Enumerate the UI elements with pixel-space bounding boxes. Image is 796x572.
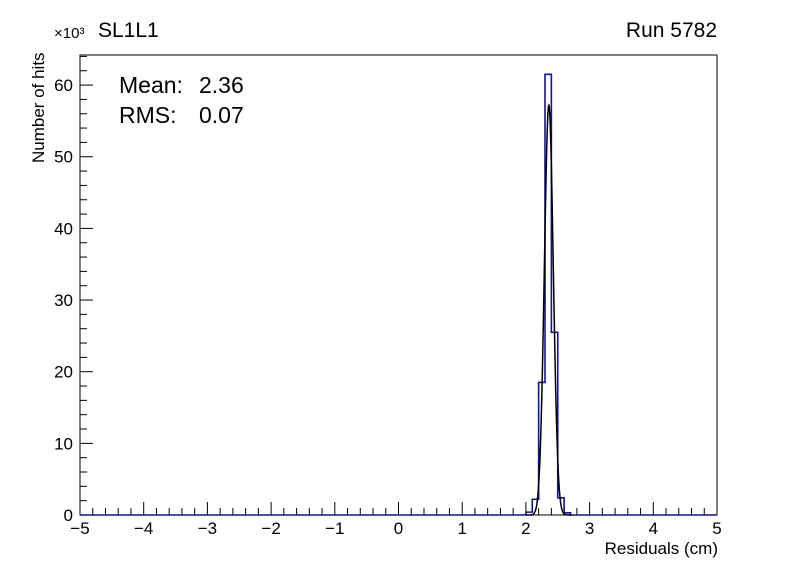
- fit-curve: [525, 103, 572, 516]
- rms-value: 0.07: [199, 102, 244, 128]
- y-tick-label: 0: [64, 506, 73, 525]
- x-tick-label: −2: [261, 519, 280, 538]
- stats-box: Mean: 2.36 RMS: 0.07: [119, 70, 244, 130]
- y-axis-title: Number of hits: [29, 52, 48, 163]
- plot-title: SL1L1: [98, 19, 159, 42]
- y-tick-label: 20: [54, 363, 73, 382]
- x-tick-label: −5: [70, 519, 89, 538]
- x-axis-title: Residuals (cm): [604, 539, 718, 558]
- x-tick-label: 4: [649, 519, 658, 538]
- x-tick-label: −1: [325, 519, 344, 538]
- rms-row: RMS: 0.07: [119, 100, 244, 130]
- y-tick-label: 40: [54, 219, 73, 238]
- mean-row: Mean: 2.36: [119, 70, 244, 100]
- x-tick-label: −4: [134, 519, 153, 538]
- y-axis-exponent-label: ×10³: [54, 25, 85, 42]
- x-tick-label: 0: [394, 519, 403, 538]
- y-tick-label: 10: [54, 434, 73, 453]
- x-tick-label: 1: [457, 519, 466, 538]
- y-tick-label: 60: [54, 76, 73, 95]
- x-tick-label: 3: [585, 519, 594, 538]
- x-tick-label: −3: [198, 519, 217, 538]
- run-label: Run 5782: [625, 19, 717, 42]
- histogram-line: [80, 73, 717, 516]
- mean-value: 2.36: [199, 72, 244, 98]
- rms-label: RMS:: [119, 102, 177, 128]
- y-tick-label: 50: [54, 148, 73, 167]
- x-tick-label: 5: [712, 519, 721, 538]
- y-tick-label: 30: [54, 291, 73, 310]
- mean-label: Mean:: [119, 72, 183, 98]
- x-tick-label: 2: [521, 519, 530, 538]
